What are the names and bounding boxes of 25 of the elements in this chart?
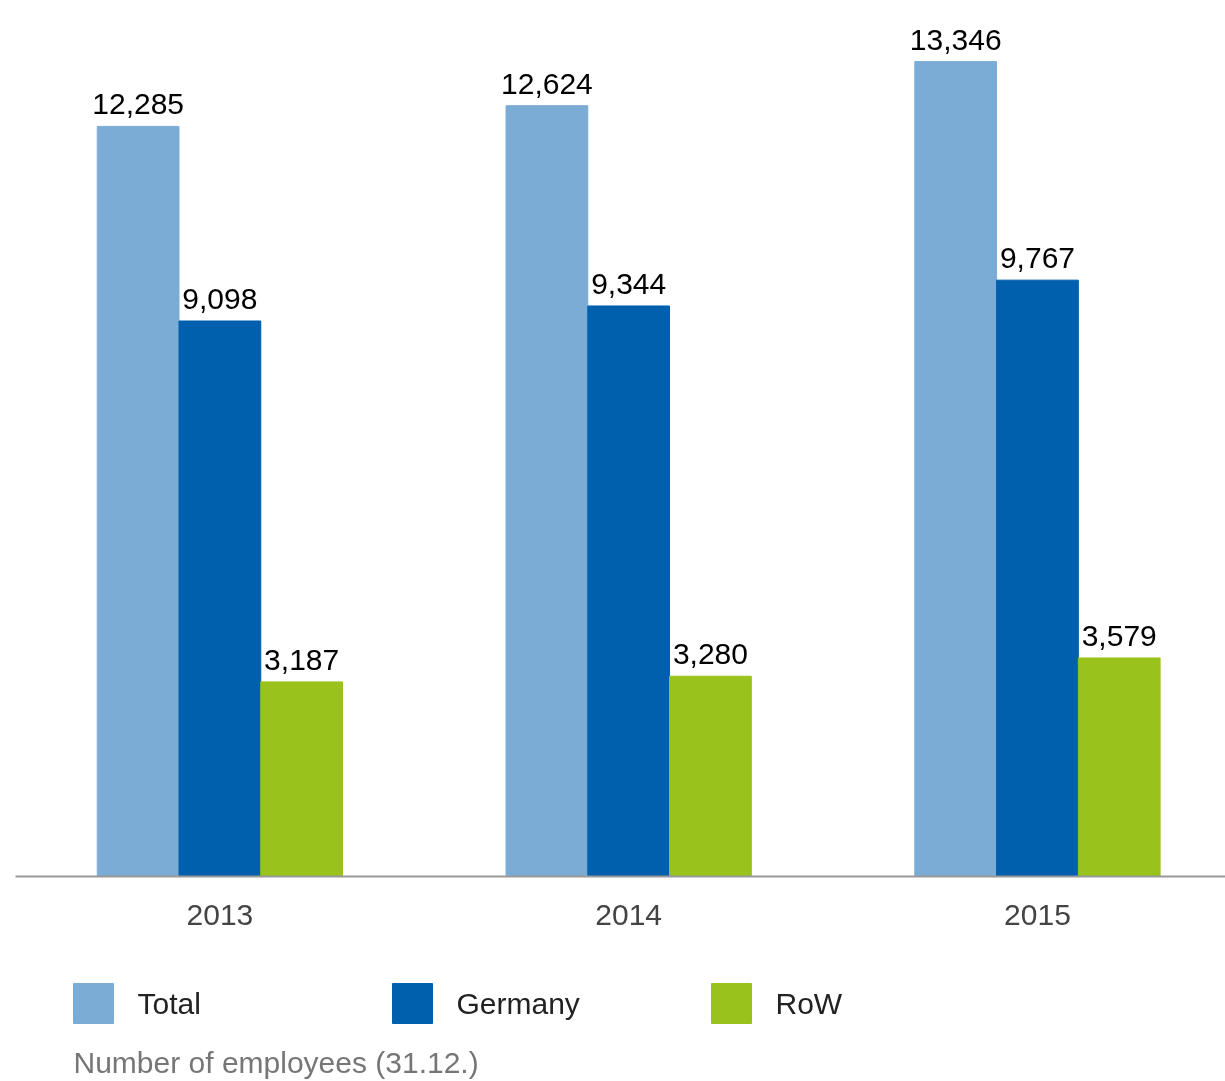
bar <box>1077 657 1161 877</box>
bar <box>260 681 344 877</box>
legend-label: Total <box>137 987 201 1020</box>
data-label: 3,579 <box>1081 618 1157 652</box>
data-label: 3,280 <box>672 637 748 671</box>
data-label: 12,285 <box>92 87 185 121</box>
x-tick-label: 2015 <box>1004 897 1071 931</box>
x-tick-label: 2014 <box>595 897 663 931</box>
text: Number of employees (31.12.) <box>73 1045 479 1079</box>
legend-label: RoW <box>775 987 843 1020</box>
bar <box>996 279 1079 877</box>
data-label: 9,344 <box>591 266 667 300</box>
data-label: 9,098 <box>182 281 258 315</box>
bar <box>96 125 180 877</box>
data-label: 9,767 <box>999 241 1075 275</box>
data-label: 13,346 <box>909 22 1002 56</box>
bar <box>669 675 752 877</box>
legend-label: Germany <box>456 987 580 1020</box>
data-label: 12,624 <box>501 66 593 100</box>
x-tick-label: 2013 <box>186 897 254 931</box>
data-label: 3,187 <box>264 642 340 676</box>
bar <box>587 305 671 877</box>
bar <box>914 61 998 877</box>
bar <box>178 320 262 877</box>
bar <box>505 105 589 877</box>
